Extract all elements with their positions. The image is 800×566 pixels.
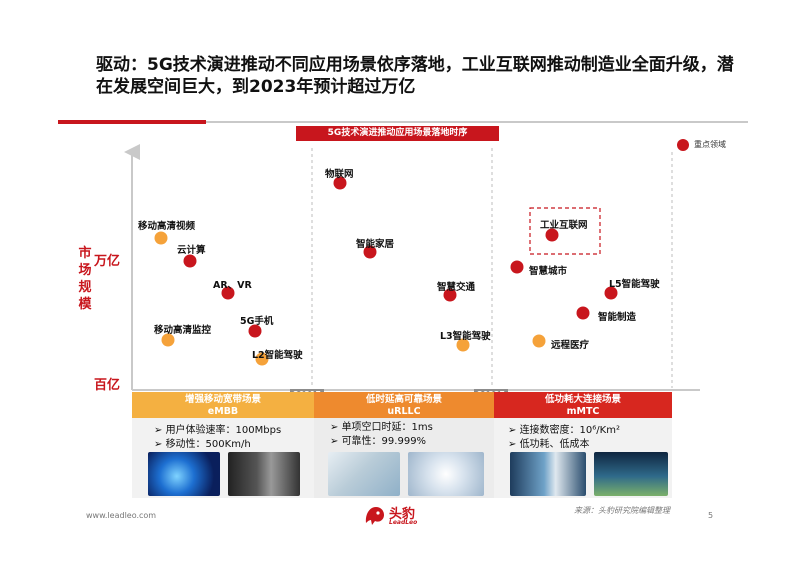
bullet-embb-2: ➢ 移动性：500Km/h [154,439,251,450]
point-label-13: 智能制造 [598,312,637,323]
point-dot-9 [456,338,470,352]
point-label-4: 移动高清监控 [154,325,212,336]
point-dot-6 [333,176,347,190]
logo-subtitle: LeadLeo [389,519,418,526]
legend-label: 重点领域 [694,140,726,149]
scenario-code: eMBB [207,406,239,417]
embb-photo-network [148,452,220,496]
mmtc-photo-smartcity [594,452,668,496]
scenario-code: uRLLC [387,406,421,417]
bullet-mmtc-1: ➢ 连接数密度：10⁶/Km² [508,425,620,436]
y-axis-bottom-label: 百亿 [94,378,121,393]
bullet-embb-1: ➢ 用户体验速率：100Mbps [154,425,282,436]
highlight-box-industrial-internet [529,207,601,255]
point-dot-12 [604,286,618,300]
bullet-mmtc-2: ➢ 低功耗、低成本 [508,439,590,450]
title-rule-red [58,120,206,124]
page-number: 5 [708,511,714,520]
bullet-urllc-2: ➢ 可靠性：99.999% [330,436,427,447]
page-title: 驱动：5G技术演进推动不同应用场景依序落地，工业互联网推动制造业全面升级，潜在发… [96,55,734,97]
point-label-6: 物联网 [325,169,354,180]
point-dot-8 [443,288,457,302]
chart-banner: 5G技术演进推动应用场景落地时序 [296,126,499,141]
point-label-0: 移动高清视频 [138,221,196,232]
point-label-14: 远程医疗 [551,340,590,351]
point-dot-3 [248,324,262,338]
urllc-photo-smarthome [408,452,484,496]
footer-source: 来源：头豹研究院编辑整理 [574,506,670,515]
point-label-11: 智慧城市 [529,266,568,277]
scenario-code: mMTC [566,406,600,417]
point-dot-1 [183,254,197,268]
point-dot-11 [510,260,524,274]
point-label-3: 5G手机 [240,316,274,327]
point-dot-14 [532,334,546,348]
point-dot-4 [161,333,175,347]
scenario-name: 低时延高可靠场景 [365,394,442,405]
point-dot-5 [255,352,269,366]
point-dot-2 [221,286,235,300]
point-dot-7 [363,245,377,259]
logo-text: 头豹 [389,507,416,522]
point-dot-13 [576,306,590,320]
scenario-header-mmtc: 低功耗大连接场景 mMTC [494,392,672,418]
point-label-9: L3智能驾驶 [440,331,491,342]
leadleo-logo-icon [365,507,384,525]
embb-photo-vr [228,452,300,496]
point-label-10: 工业互联网 [540,220,588,231]
urllc-photo-highway [328,452,400,496]
title-rule-gray [206,121,748,123]
y-axis-label: 市场规模 [78,246,92,312]
footer-url: www.leadleo.com [86,511,157,520]
scenario-name: 低功耗大连接场景 [544,394,621,405]
point-dot-10 [545,228,559,242]
point-dot-0 [154,231,168,245]
point-label-1: 云计算 [177,245,206,256]
scenario-header-embb: 增强移动宽带场景 eMBB [132,392,314,418]
scenario-name: 增强移动宽带场景 [184,394,261,405]
point-label-7: 智能家居 [356,239,395,250]
point-label-2: AR、VR [213,280,252,291]
bullet-urllc-1: ➢ 单项空口时延：1ms [330,422,433,433]
scenario-header-urllc: 低时延高可靠场景 uRLLC [314,392,494,418]
point-label-8: 智慧交通 [437,282,476,293]
y-axis-top-label: 万亿 [94,254,121,269]
point-label-12: L5智能驾驶 [609,279,660,290]
legend-dot [677,139,689,151]
mmtc-photo-robot-hand [510,452,586,496]
point-label-5: L2智能驾驶 [252,350,303,361]
